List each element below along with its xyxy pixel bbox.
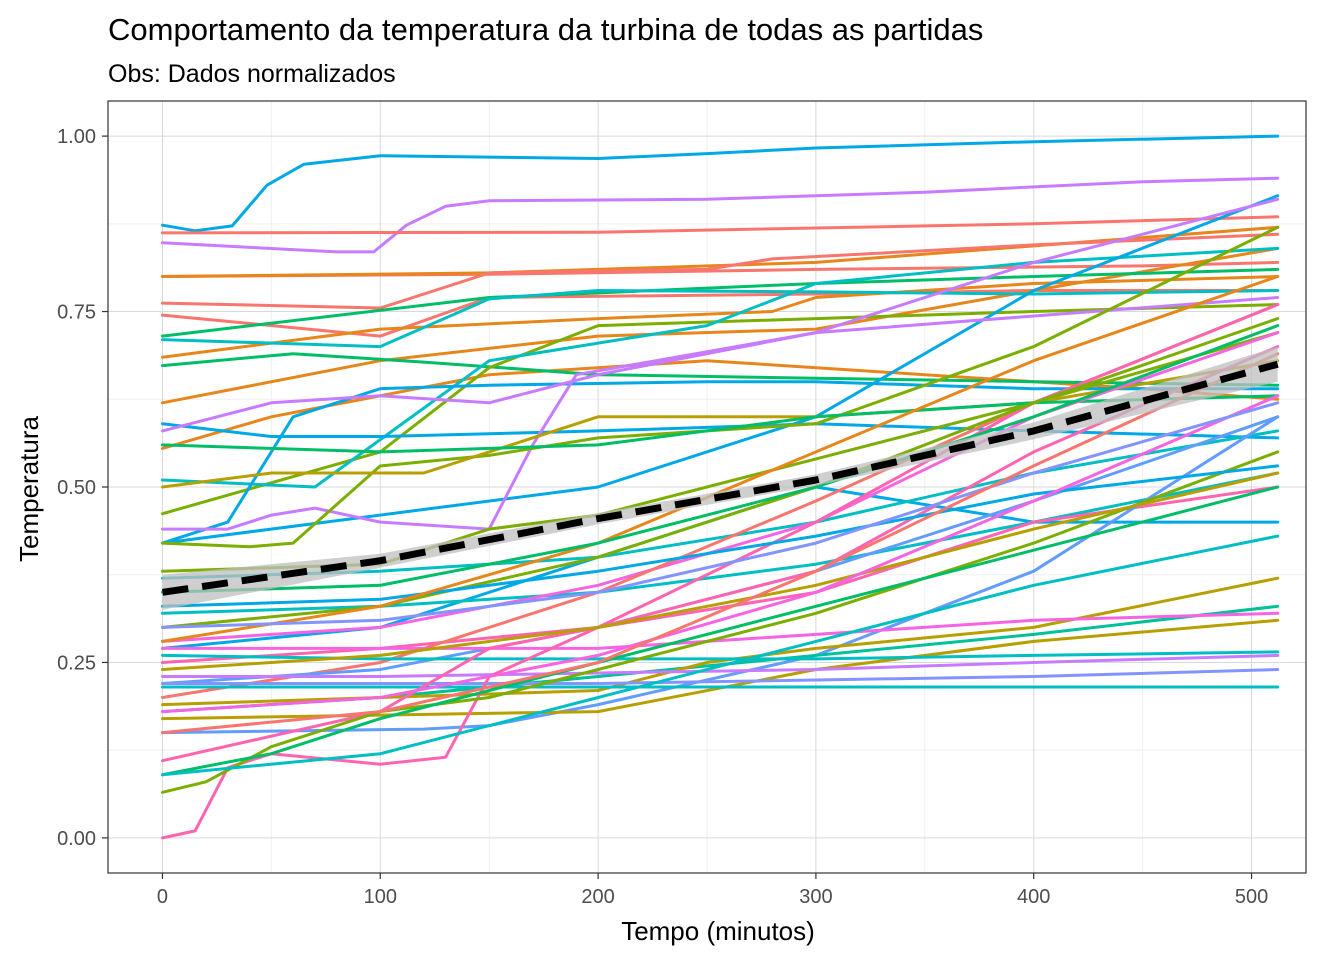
series-lines: [161, 134, 1280, 840]
y-tick-label: 0.00: [57, 828, 96, 850]
series-line: [161, 485, 1280, 664]
series-line: [161, 317, 1280, 629]
series-line: [161, 197, 1280, 433]
y-tick-label: 0.50: [57, 477, 96, 499]
x-tick-label: 100: [364, 886, 397, 908]
series-line: [161, 464, 1280, 608]
chart-title: Comportamento da temperatura da turbina …: [108, 12, 984, 47]
x-tick-label: 200: [581, 886, 614, 908]
series-line: [161, 352, 1280, 735]
y-tick-label: 0.25: [57, 652, 96, 674]
series-line: [161, 275, 1280, 359]
trend-line: [161, 360, 1279, 596]
series-line: [161, 668, 1280, 685]
series-line: [161, 215, 1280, 235]
series-line: [161, 450, 1280, 794]
trend-layer: [161, 346, 1279, 610]
series-line: [161, 289, 1280, 349]
series-line: [161, 296, 1280, 531]
y-tick-label: 0.75: [57, 302, 96, 324]
series-line: [161, 401, 1280, 629]
axes: 0 100 200 300 400 500 0.00 0.25 0.50 0.75 1.00: [57, 100, 1307, 908]
series-line: [161, 471, 1280, 615]
series-line: [161, 534, 1280, 777]
series-line: [161, 324, 1280, 594]
confidence-band: [162, 346, 1278, 610]
y-axis-title: Temperatura: [14, 415, 44, 561]
series-line: [161, 429, 1280, 580]
series-line: [161, 267, 1280, 338]
x-tick-label: 400: [1017, 886, 1050, 908]
series-line: [161, 134, 1280, 233]
series-line: [161, 225, 1280, 549]
series-line: [161, 246, 1280, 405]
series-line: [161, 471, 1280, 671]
series-line: [161, 415, 1280, 735]
series-line: [161, 303, 1280, 840]
x-tick-label: 500: [1235, 886, 1268, 908]
series-line: [161, 232, 1280, 310]
series-line: [161, 394, 1280, 714]
series-line: [161, 653, 1280, 678]
x-tick-label: 300: [799, 886, 832, 908]
y-tick-label: 1.00: [57, 126, 96, 148]
x-tick-label: 0: [157, 886, 168, 908]
x-axis-title: Tempo (minutos): [621, 916, 815, 946]
chart-subtitle: Obs: Dados normalizados: [108, 60, 396, 88]
series-line: [161, 176, 1280, 254]
